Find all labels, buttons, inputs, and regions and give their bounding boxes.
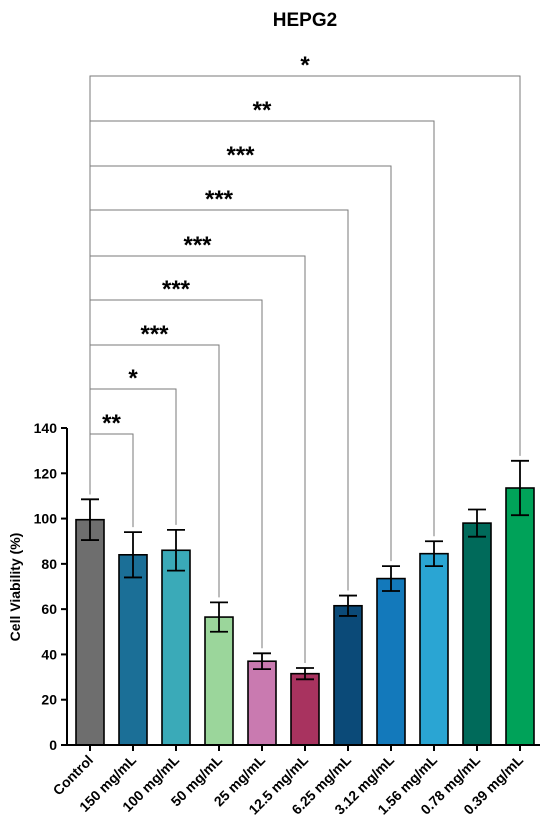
significance-label: *: [128, 365, 138, 392]
bar: [161, 549, 191, 746]
error-bars: [81, 459, 529, 681]
significance-bracket: [89, 75, 521, 495]
y-tick-label: 20: [41, 692, 57, 708]
bar: [118, 553, 148, 746]
chart-title: HEPG2: [273, 10, 337, 31]
y-tick-label: 60: [41, 601, 57, 617]
bar: [247, 660, 277, 746]
bar: [290, 672, 320, 746]
significance-label: **: [102, 410, 121, 437]
y-tick-label: 100: [34, 511, 58, 527]
significance-bracket: [89, 344, 220, 598]
y-tick-label: 80: [41, 556, 57, 572]
significance-label: ***: [162, 276, 191, 303]
y-tick-label: 140: [34, 420, 58, 436]
y-tick-label: 120: [34, 465, 58, 481]
significance-label: *: [300, 52, 310, 79]
y-tick-label: 0: [49, 737, 57, 753]
bar: [75, 518, 105, 746]
y-axis-label: Cell Viability (%): [7, 533, 23, 642]
bar: [462, 522, 492, 746]
bar: [505, 487, 535, 746]
significance-label: ***: [140, 321, 169, 348]
significance-label: ***: [205, 186, 234, 213]
significance-label: ***: [183, 232, 212, 259]
axes: [66, 428, 540, 746]
significance-label: ***: [226, 142, 255, 169]
bar: [333, 604, 363, 746]
y-tick-label: 40: [41, 646, 57, 662]
significance-label: **: [253, 97, 272, 124]
bar: [419, 552, 449, 746]
significance-brackets: *********************: [89, 52, 521, 664]
y-ticks: 0 20 40 60 80 100 120 140: [34, 420, 67, 753]
significance-bracket: [89, 433, 134, 528]
bar: [204, 616, 234, 746]
significance-bracket: [89, 165, 392, 562]
bar: [376, 577, 406, 746]
